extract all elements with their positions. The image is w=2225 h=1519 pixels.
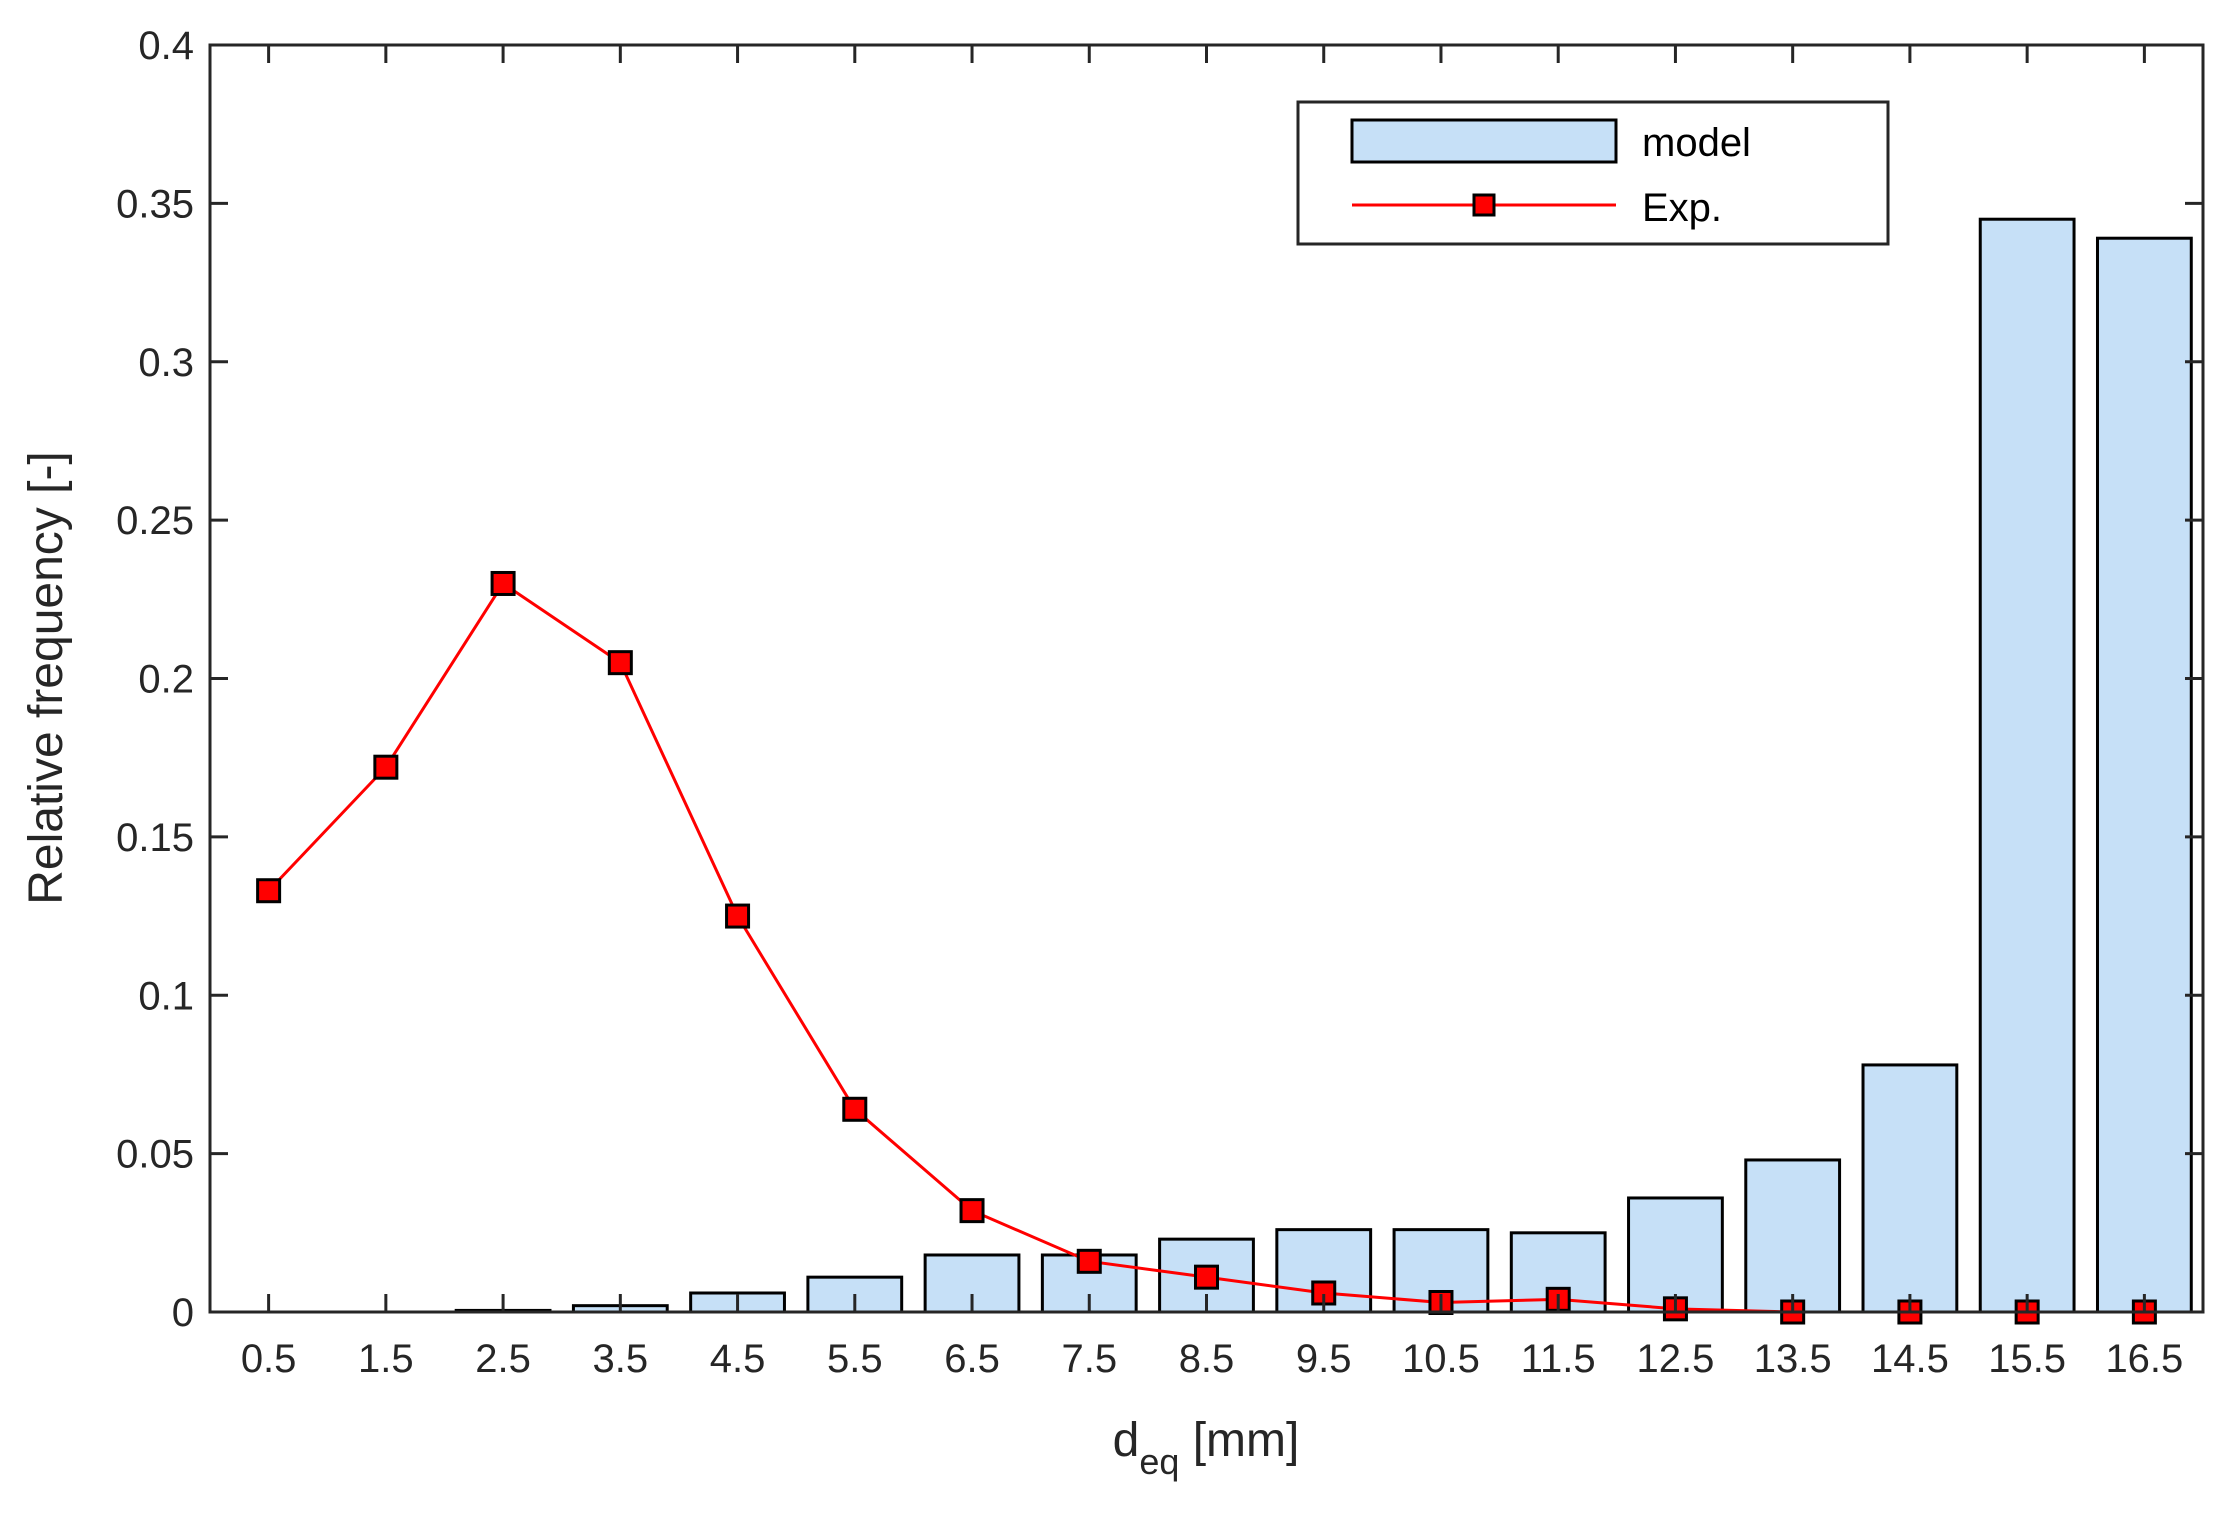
x-axis-title-unit: [mm] [1179, 1414, 1299, 1467]
legend-model-swatch [1350, 118, 1618, 164]
x-tick-label-2.5: 2.5 [475, 1337, 531, 1381]
model-bar-16.5 [2095, 236, 2193, 1314]
exp-marker-8.5 [1194, 1264, 1219, 1290]
y-tick-label-0.05: 0.05 [116, 1133, 194, 1177]
model-bar-14.5 [1861, 1063, 1959, 1314]
exp-marker-0.5 [256, 878, 282, 904]
x-tick-label-3.5: 3.5 [593, 1337, 649, 1381]
x-tick-label-1.5: 1.5 [358, 1337, 414, 1381]
exp-marker-7.5 [1076, 1248, 1102, 1274]
legend: model Exp. [1296, 100, 1890, 246]
model-bars [454, 217, 2193, 1314]
legend-exp-label: Exp. [1642, 186, 1722, 230]
x-tick-label-16.5: 16.5 [2105, 1337, 2183, 1381]
x-tick-label-6.5: 6.5 [944, 1337, 1000, 1381]
x-tick-label-7.5: 7.5 [1061, 1337, 1117, 1381]
x-tick-label-13.5: 13.5 [1754, 1337, 1832, 1381]
exp-marker-2.5 [490, 570, 516, 596]
y-axis-title: Relative frequency [-] [20, 451, 73, 905]
exp-marker-5.5 [842, 1096, 868, 1122]
exp-marker-3.5 [607, 650, 633, 676]
y-axis: 0 0.05 0.1 0.15 0.2 0.25 0.3 0.35 0.4 [116, 24, 2203, 1335]
x-tick-label-10.5: 10.5 [1402, 1337, 1480, 1381]
x-axis-title: deq [mm] [1113, 1414, 1300, 1482]
x-axis: 0.5 1.5 2.5 3.5 4.5 5.5 6.5 7.5 8.5 9.5 10.5 11.5 12… [241, 45, 2183, 1381]
legend-model-label: model [1642, 121, 1751, 165]
exp-marker-1.5 [373, 754, 399, 780]
x-tick-label-11.5: 11.5 [1521, 1337, 1596, 1381]
y-tick-label-0.15: 0.15 [116, 816, 194, 860]
model-bar-13.5 [1744, 1158, 1842, 1314]
legend-exp-marker [1472, 193, 1496, 217]
model-bar-15.5 [1978, 217, 2076, 1314]
x-tick-label-5.5: 5.5 [827, 1337, 883, 1381]
y-tick-label-0.1: 0.1 [138, 974, 194, 1018]
y-tick-label-0.4: 0.4 [138, 24, 194, 68]
x-axis-title-main: d [1113, 1414, 1140, 1467]
y-tick-label-0.35: 0.35 [116, 182, 194, 226]
exp-marker-4.5 [725, 903, 751, 929]
x-tick-label-4.5: 4.5 [710, 1337, 766, 1381]
x-tick-label-14.5: 14.5 [1871, 1337, 1949, 1381]
x-tick-label-15.5: 15.5 [1988, 1337, 2066, 1381]
y-tick-label-0.3: 0.3 [138, 341, 194, 385]
model-bar-12.5 [1627, 1196, 1724, 1314]
x-tick-label-0.5: 0.5 [241, 1337, 297, 1381]
x-tick-label-8.5: 8.5 [1179, 1337, 1235, 1381]
y-tick-label-0.25: 0.25 [116, 499, 194, 543]
exp-marker-6.5 [959, 1198, 985, 1224]
x-axis-title-subscript: eq [1139, 1441, 1179, 1482]
x-tick-label-9.5: 9.5 [1296, 1337, 1352, 1381]
x-tick-label-12.5: 12.5 [1637, 1337, 1715, 1381]
y-tick-label-0.2: 0.2 [138, 658, 194, 702]
y-tick-label-0: 0 [172, 1291, 194, 1335]
